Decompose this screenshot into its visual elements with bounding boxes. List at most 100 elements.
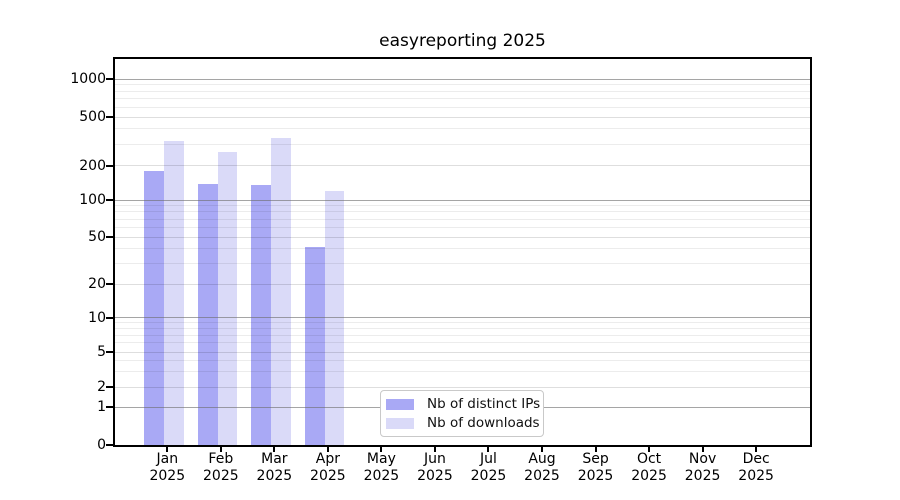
x-tick-mark-may <box>380 447 383 452</box>
x-tick-label-may: May 2025 <box>349 451 413 485</box>
gridline-8 <box>115 328 810 330</box>
gridline-20 <box>115 283 810 285</box>
y-tick-label-20: 20 <box>88 276 106 292</box>
x-tick-mark-feb <box>219 447 222 452</box>
x-tick-mark-apr <box>326 447 329 452</box>
x-tick-mark-jul <box>487 447 490 452</box>
x-tick-year: 2025 <box>631 468 667 484</box>
y-tick-label-2: 2 <box>97 379 106 395</box>
y-tick-label-1000: 1000 <box>70 71 106 87</box>
y-tick-mark-100 <box>106 199 113 201</box>
chart-title: easyreporting 2025 <box>379 31 546 51</box>
gridline-9 <box>115 322 810 324</box>
bar-downloads-jan <box>164 141 184 445</box>
x-tick-mark-sep <box>594 447 597 452</box>
bar-distinct-ips-jan <box>144 170 165 445</box>
y-tick-mark-5 <box>106 351 113 353</box>
y-tick-label-0: 0 <box>97 437 106 453</box>
gridline-200 <box>115 165 810 166</box>
gridline-70 <box>115 218 810 220</box>
y-tick-label-100: 100 <box>79 192 106 208</box>
x-tick-month: Mar <box>261 451 288 467</box>
bar-downloads-mar <box>271 138 291 445</box>
y-tick-label-500: 500 <box>79 109 106 125</box>
x-tick-label-feb: Feb 2025 <box>189 451 253 485</box>
gridline-40 <box>115 247 810 249</box>
gridline-900 <box>115 84 810 86</box>
y-tick-mark-10 <box>106 316 113 319</box>
x-tick-label-jun: Jun 2025 <box>403 451 467 485</box>
x-tick-label-jul: Jul 2025 <box>456 451 520 485</box>
gridline-50 <box>115 236 810 238</box>
x-tick-mark-mar <box>273 447 276 452</box>
y-tick-mark-1000 <box>106 78 113 80</box>
x-tick-month: Feb <box>208 451 234 467</box>
x-tick-year: 2025 <box>149 468 186 484</box>
legend-swatch-downloads <box>386 418 414 429</box>
x-tick-year: 2025 <box>256 468 293 484</box>
x-tick-month: Aug <box>528 451 556 467</box>
x-tick-month: Jun <box>424 451 446 467</box>
x-tick-year: 2025 <box>577 468 614 484</box>
x-tick-year: 2025 <box>363 468 400 484</box>
x-tick-label-oct: Oct 2025 <box>617 451 681 485</box>
x-tick-month: Apr <box>315 451 340 467</box>
bar-distinct-ips-feb <box>197 183 218 445</box>
legend: Nb of distinct IPs Nb of downloads <box>380 390 544 437</box>
bar-distinct-ips-apr <box>304 247 325 445</box>
x-tick-mark-oct <box>648 447 651 452</box>
legend-swatch-distinct-ips <box>386 399 414 410</box>
y-tick-label-10: 10 <box>88 309 106 326</box>
gridline-3 <box>115 371 810 372</box>
gridline-100 <box>115 199 810 201</box>
y-tick-mark-20 <box>106 283 113 285</box>
y-tick-label-5: 5 <box>97 344 106 360</box>
x-tick-mark-jan <box>166 447 169 452</box>
x-tick-month: Nov <box>688 451 717 467</box>
y-tick-mark-2 <box>106 386 113 388</box>
legend-label-distinct-ips: Nb of distinct IPs <box>427 396 541 412</box>
gridline-500 <box>115 116 810 118</box>
gridline-4 <box>115 360 810 362</box>
y-tick-label-1: 1 <box>97 399 106 415</box>
x-tick-year: 2025 <box>738 468 774 484</box>
x-tick-year: 2025 <box>470 468 507 484</box>
gridline-60 <box>115 226 810 228</box>
x-tick-label-sep: Sep 2025 <box>564 451 628 485</box>
x-tick-label-mar: Mar 2025 <box>242 451 306 485</box>
y-tick-mark-200 <box>106 164 113 167</box>
x-tick-year: 2025 <box>417 468 453 484</box>
x-tick-year: 2025 <box>524 468 560 484</box>
bar-distinct-ips-mar <box>251 185 272 445</box>
x-tick-label-dec: Dec 2025 <box>724 451 788 485</box>
y-tick-mark-0 <box>106 444 113 446</box>
gridline-600 <box>115 106 810 108</box>
gridline-6 <box>115 342 810 344</box>
y-tick-label-50: 50 <box>88 229 106 245</box>
y-tick-mark-50 <box>106 236 113 238</box>
legend-label-downloads: Nb of downloads <box>427 415 540 431</box>
x-tick-month: Jul <box>480 451 497 467</box>
x-tick-year: 2025 <box>684 468 721 484</box>
x-tick-mark-nov <box>701 447 704 452</box>
gridline-700 <box>115 98 810 100</box>
x-tick-mark-dec <box>755 447 758 452</box>
gridline-10 <box>115 317 810 318</box>
plot-area: Nb of distinct IPs Nb of downloads <box>113 57 812 447</box>
gridline-400 <box>115 128 810 130</box>
x-tick-label-apr: Apr 2025 <box>296 451 360 485</box>
legend-item-distinct-ips: Nb of distinct IPs <box>386 395 541 414</box>
x-tick-month: Sep <box>582 451 609 467</box>
x-tick-month: May <box>366 451 396 467</box>
gridline-5 <box>115 351 810 353</box>
gridline-90 <box>115 205 810 207</box>
gridline-800 <box>115 90 810 92</box>
gridline-2 <box>115 386 810 388</box>
y-tick-mark-500 <box>106 116 113 118</box>
x-tick-year: 2025 <box>203 468 239 484</box>
bar-downloads-feb <box>217 151 238 445</box>
gridline-80 <box>115 211 810 213</box>
gridline-7 <box>115 334 810 336</box>
x-tick-label-aug: Aug 2025 <box>510 451 574 485</box>
x-tick-month: Dec <box>742 451 770 467</box>
